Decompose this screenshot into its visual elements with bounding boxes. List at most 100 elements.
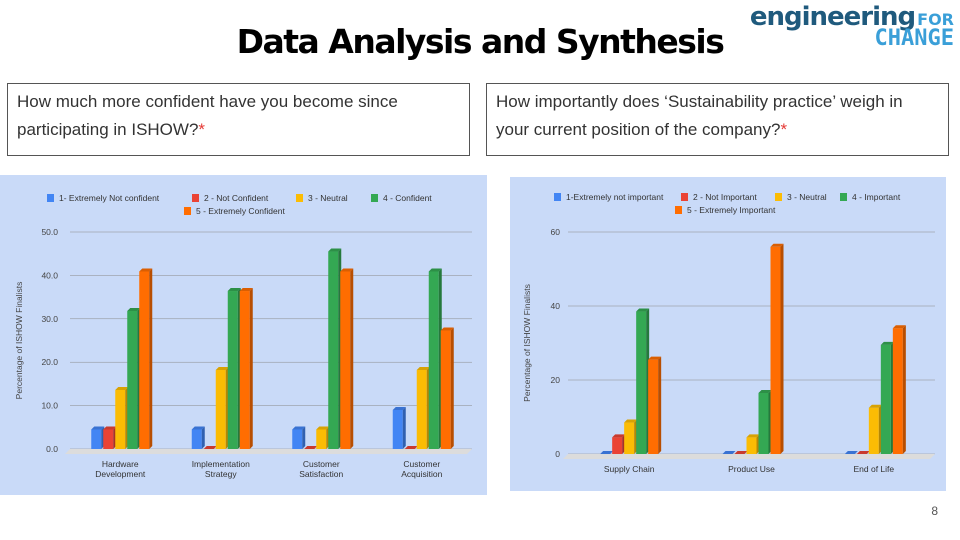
bar-top [239,288,253,292]
bar-side [149,268,153,449]
bar-side [658,356,662,454]
category-label: Strategy [205,469,237,479]
required-asterisk: * [198,120,206,139]
bar [880,344,891,454]
chart-floor [65,449,472,454]
bar [770,246,781,454]
logo-word-change: CHANGE [874,26,954,51]
bar [624,422,635,454]
question-box-confidence: How much more confident have you become … [7,83,470,156]
legend-swatch [296,194,303,202]
bar [392,409,403,449]
bar-top [746,434,760,438]
bar-top [139,268,153,272]
bar-top [115,386,129,390]
bar-top [340,268,354,272]
y-axis-label: Percentage of ISHOW Finalists [14,282,24,400]
legend-swatch [192,194,199,202]
bar-top [880,341,894,345]
bar [612,437,623,454]
bar [758,392,769,454]
category-label: Hardware [102,459,139,469]
legend-label: 4 - Confident [383,193,432,203]
chart-sustainability-svg: 1-Extremely not important 2 - Not Importa… [510,177,946,491]
bar-side [249,288,253,449]
legend-swatch [840,193,847,201]
bar-top [648,356,662,360]
bar [227,291,238,449]
bar-top [892,325,906,329]
y-tick-label: 20.0 [41,357,58,367]
chart-confidence-svg: 1- Extremely Not confident 2 - Not Confid… [0,175,487,495]
bar-top [127,307,141,311]
bar-top [734,451,748,454]
y-tick-label: 10.0 [41,401,58,411]
bar [316,429,327,449]
bar-top [191,426,205,430]
page-number: 8 [931,504,938,518]
bar-side [780,243,784,454]
bar-top [758,389,772,393]
bar [636,311,647,454]
bar-top [392,406,406,410]
chart-confidence: 1- Extremely Not confident 2 - Not Confid… [0,175,487,495]
y-tick-label: 50.0 [41,227,58,237]
legend-label: 1-Extremely not important [566,192,664,202]
legend-swatch [371,194,378,202]
legend-label: 4 - Important [852,192,901,202]
bar-top [856,451,870,454]
bar-top [440,327,454,331]
legend-label: 5 - Extremely Confident [196,206,285,216]
category-label: Development [95,469,146,479]
bar [328,251,339,449]
category-label: Product Use [728,464,775,474]
bar [648,359,659,454]
legend-label: 3 - Neutral [787,192,827,202]
bar-top [292,426,306,430]
legend-swatch [775,193,782,201]
bar [127,310,138,449]
category-label: End of Life [854,464,895,474]
bar-top [304,446,318,449]
bar-top [328,248,342,252]
legend-label: 2 - Not Confident [204,193,269,203]
bar [115,389,126,449]
question-box-sustainability: How importantly does ‘Sustainability pra… [486,83,949,156]
y-tick-label: 0.0 [46,444,58,454]
logo-word-for: FOR [917,10,954,29]
chart-floor [563,454,935,459]
y-tick-label: 40 [551,301,561,311]
legend-label: 5 - Extremely Important [687,205,776,215]
category-label: Customer [303,459,340,469]
legend-swatch [47,194,54,202]
bar-top [404,446,418,449]
legend-label: 2 - Not Important [693,192,757,202]
bar-top [636,308,650,312]
bar-top [215,367,229,371]
bar-top [868,404,882,408]
bar [103,429,114,449]
bar [428,271,439,449]
bar-top [428,268,442,272]
bar-top [770,243,784,247]
bar-top [203,446,217,449]
bar [91,429,102,449]
bar [215,370,226,449]
bar-side [201,426,205,449]
bar-side [402,406,406,449]
category-label: Implementation [192,459,250,469]
bar-top [600,451,614,454]
slide-title: Data Analysis and Synthesis [236,22,725,61]
bar [416,370,427,449]
bar-top [103,426,117,430]
bar-top [722,451,736,454]
y-axis-label: Percentage of ISHOW Finalists [522,284,532,402]
logo-word-engineering: engineering [749,2,916,32]
bar [239,291,250,449]
required-asterisk: * [780,120,788,139]
legend-swatch [554,193,561,201]
bar [746,437,757,454]
category-label: Acquisition [401,469,442,479]
bar-top [624,419,638,423]
bar [868,407,879,454]
